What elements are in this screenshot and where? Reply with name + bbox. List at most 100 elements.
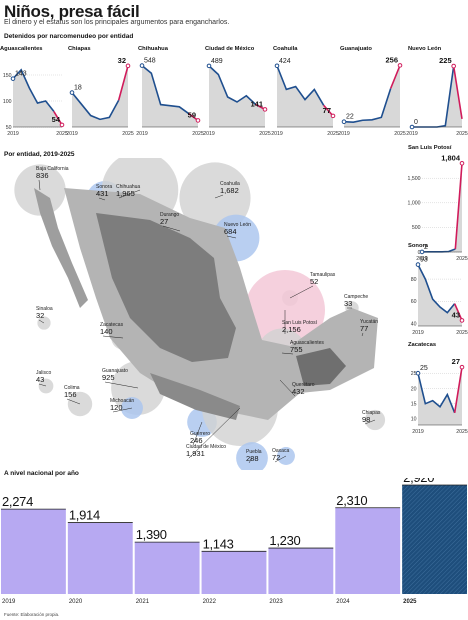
panel-sonora: Sonora 40 60 80 93 43 2019 2025 xyxy=(406,243,468,337)
panel-title: Coahuila xyxy=(273,46,298,52)
start-point xyxy=(341,119,347,125)
end-value-label: 77 xyxy=(323,106,331,115)
area-chart-coahuila: 424 77 2019 2025 xyxy=(271,58,339,137)
state-value-label: 52 xyxy=(310,277,318,286)
end-value-label: 256 xyxy=(385,55,398,64)
area-chart-chiapas: 18 32 2019 2025 xyxy=(66,56,134,137)
panel-ciudad-de-mexico: Ciudad de México 489 141 2019 2025 xyxy=(203,46,271,138)
leader-line xyxy=(279,379,296,397)
start-value-label: 22 xyxy=(346,114,354,121)
bar-2020 xyxy=(67,522,133,594)
area-chart-aguascalientes: 50 100 150 143 54 2019 2025 xyxy=(3,68,68,137)
x-tick-label: 2025 xyxy=(456,330,468,335)
leader-line xyxy=(361,332,364,337)
end-point xyxy=(330,113,336,119)
series-line xyxy=(208,65,257,106)
state-label: Jalisco xyxy=(36,370,52,376)
start-point xyxy=(274,63,280,69)
state-label: Oaxaca xyxy=(272,448,289,454)
start-point xyxy=(69,90,75,95)
state-label: Ciudad de México xyxy=(186,444,226,450)
leader-line xyxy=(364,419,376,425)
leader-line xyxy=(274,455,287,463)
y-tick-label: 0 xyxy=(418,250,421,256)
bar-category-label: 2023 xyxy=(269,599,283,605)
start-value-label: 0 xyxy=(414,119,418,126)
state-value-label: 755 xyxy=(290,345,303,354)
area-fill xyxy=(418,264,462,326)
panel-chiapas: Chiapas 18 32 2019 2025 xyxy=(66,46,134,138)
state-label: Colima xyxy=(64,385,80,391)
series-line xyxy=(141,64,190,115)
source-note: Fuente: Elaboración propia. xyxy=(4,612,60,617)
bar-category-label: 2024 xyxy=(336,599,350,605)
x-tick-label: 2019 xyxy=(406,131,418,136)
state-value-label: 32 xyxy=(36,311,44,320)
x-tick-label: 2025 xyxy=(456,131,468,136)
leader-line xyxy=(281,352,294,355)
series-line xyxy=(417,373,456,414)
x-tick-label: 2025 xyxy=(192,131,204,136)
state-label: Campeche xyxy=(344,294,368,300)
bar-2019 xyxy=(1,509,66,594)
area-chart-nuevo-leon: 0 225 2019 2025 xyxy=(406,56,468,137)
bar-2023 xyxy=(268,548,334,594)
start-value-label: 93 xyxy=(420,257,428,264)
state-label: Guerrero xyxy=(190,431,210,437)
bar-value-label: 2,310 xyxy=(336,493,367,508)
x-tick-label: 2025 xyxy=(327,131,339,136)
y-tick-label: 50 xyxy=(6,125,12,131)
series-line xyxy=(71,92,120,121)
x-tick-label: 2025 xyxy=(456,256,468,261)
state-value-label: 1,965 xyxy=(116,189,135,198)
bar-value-label: 1,390 xyxy=(136,527,167,542)
series-line-latest xyxy=(453,367,463,413)
end-value-label: 43 xyxy=(452,310,460,319)
leader-line xyxy=(162,225,181,232)
state-value-label: 431 xyxy=(96,189,109,198)
x-tick-label: 2019 xyxy=(203,131,215,136)
area-fill xyxy=(13,69,62,127)
leader-line xyxy=(112,407,133,413)
panel-title: Sonora xyxy=(408,243,428,249)
x-tick-label: 2019 xyxy=(412,330,424,335)
x-tick-label: 2019 xyxy=(271,131,283,136)
x-tick-label: 2025 xyxy=(259,131,271,136)
state-value-label: 140 xyxy=(100,327,113,336)
leader-line xyxy=(192,421,203,446)
bar-2024 xyxy=(335,507,401,594)
end-point xyxy=(262,107,268,112)
small-multiples-title: Detenidos por narcomenudeo por entidad xyxy=(4,33,134,40)
leader-line xyxy=(38,179,41,191)
series-line xyxy=(417,264,456,314)
baja-california-peninsula xyxy=(34,188,88,308)
state-value-label: 33 xyxy=(344,299,352,308)
state-label: Puebla xyxy=(246,449,262,455)
bar-2021 xyxy=(134,542,200,594)
panel-title: San Luis Potosí xyxy=(408,145,452,151)
panel-nuevo-leon: Nuevo León 0 225 2019 2025 xyxy=(406,46,468,138)
end-value-label: 27 xyxy=(452,357,460,366)
leader-lines xyxy=(38,179,376,464)
leader-line xyxy=(38,383,47,387)
series-line xyxy=(12,68,55,112)
panel-title: Aguascalientes xyxy=(0,46,43,52)
start-value-label: 25 xyxy=(420,365,428,372)
area-fill xyxy=(418,367,462,425)
bar-2025 xyxy=(402,484,467,594)
state-value-label: 72 xyxy=(272,453,280,462)
state-value-label: 684 xyxy=(224,227,237,236)
panel-title: Chihuahua xyxy=(138,46,168,52)
series-line-latest xyxy=(117,65,129,101)
state-label: Sinaloa xyxy=(36,306,53,312)
y-tick-label: 100 xyxy=(3,99,12,105)
state-label: Yucatán xyxy=(360,319,378,325)
start-point xyxy=(419,249,425,255)
y-tick-label: 60 xyxy=(411,299,417,305)
panel-title: Chiapas xyxy=(68,46,91,52)
y-tick-label: 1,000 xyxy=(408,201,421,207)
x-tick-label: 2019 xyxy=(136,131,148,136)
series-line-latest xyxy=(389,65,401,89)
